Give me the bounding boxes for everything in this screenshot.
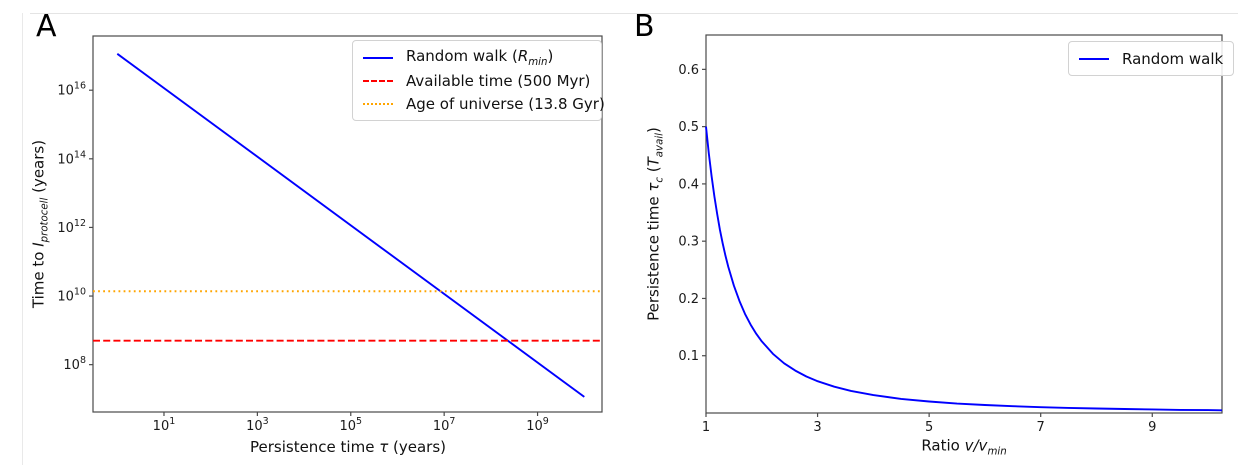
x-tick-label: 107 (433, 416, 456, 434)
panel-a-letter: A (36, 9, 57, 44)
label-part: c (654, 176, 666, 183)
label-part: avail (654, 133, 666, 158)
axes-spines (705, 34, 1223, 414)
legend-entry: Age of universe (13.8 Gyr) (363, 92, 605, 115)
panel-a-legend: Random walk (Rmin) Available time (500 My… (352, 40, 605, 121)
legend-entry-label: Age of universe (13.8 Gyr) (406, 95, 605, 113)
label-part: I (29, 242, 48, 247)
series-line (705, 126, 1223, 412)
label-part: Age of universe (13.8 Gyr) (406, 94, 605, 113)
label-part: τ (379, 438, 389, 456)
series-line (116, 53, 585, 398)
panel-a-xaxis-label: Persistence time τ (years) (250, 438, 446, 456)
x-tick-label: 1 (702, 420, 710, 435)
x-tick-label: 5 (925, 420, 933, 435)
panel-b-legend: Random walk (1068, 41, 1235, 76)
panel-b-yaxis-label: Persistence time τc (Tavail) (645, 127, 666, 321)
legend-line-swatch (363, 79, 393, 82)
legend-entry-label: Available time (500 Myr) (406, 72, 590, 90)
label-part: (years) (29, 139, 48, 198)
x-tick-label: 101 (153, 416, 176, 434)
label-part: Random walk ( (406, 47, 518, 65)
x-tick-label: 7 (1037, 420, 1045, 435)
legend-entry: Available time (500 Myr) (363, 69, 591, 92)
x-tick-label: 103 (246, 416, 269, 434)
legend-entry-label: Random walk (1122, 50, 1223, 68)
legend-entry: Random walk (1079, 47, 1223, 70)
label-part: ) (547, 47, 554, 65)
label-part: Ratio (921, 436, 965, 455)
label-part: R (517, 47, 529, 65)
y-tick-label: 0.4 (678, 177, 699, 192)
label-part: Time to (29, 246, 48, 309)
y-tick-label: 0.6 (678, 63, 699, 78)
legend-line-swatch (1079, 57, 1109, 60)
axes-spines (92, 35, 603, 413)
y-tick-label: 0.5 (678, 120, 699, 135)
label-part: Available time (500 Myr) (406, 71, 591, 90)
x-tick-label: 109 (526, 416, 549, 434)
x-tick-label: 3 (813, 420, 821, 435)
label-part: T (644, 157, 663, 167)
label-part: min (987, 446, 1007, 458)
panel-b-letter: B (634, 9, 655, 44)
y-tick-label: 108 (63, 355, 86, 373)
x-tick-label: 9 (1148, 420, 1156, 435)
label-part: ( (644, 166, 663, 177)
y-tick-label: 0.2 (678, 292, 699, 307)
label-part: ) (644, 127, 663, 133)
y-tick-label: 1016 (57, 81, 86, 99)
page-rule-horizontal (30, 13, 1238, 14)
label-part: τ (644, 182, 663, 192)
y-tick-label: 1014 (57, 149, 86, 167)
label-part: Random walk (1122, 49, 1224, 68)
y-tick-label: 0.1 (678, 349, 699, 364)
legend-line-swatch (363, 56, 393, 59)
legend-entry-label: Random walk (Rmin) (406, 47, 553, 68)
page-rule-vertical (22, 13, 23, 465)
y-tick-label: 1012 (57, 218, 86, 236)
y-tick-label: 1010 (57, 287, 86, 305)
label-part: Persistence time (249, 438, 380, 456)
legend-entry: Random walk (Rmin) (363, 46, 591, 69)
label-part: protocell (39, 197, 51, 243)
panel-b-xaxis-label: Ratio v/vmin (921, 437, 1006, 458)
label-part: Persistence time (644, 191, 663, 321)
y-tick-label: 0.3 (678, 235, 699, 250)
legend-line-swatch (363, 102, 393, 105)
panel-a-yaxis-label: Time to Iprotocell (years) (30, 140, 51, 308)
label-part: min (528, 57, 548, 68)
label-part: (years) (388, 438, 447, 456)
x-tick-label: 105 (339, 416, 362, 434)
label-part: v/v (964, 436, 988, 455)
